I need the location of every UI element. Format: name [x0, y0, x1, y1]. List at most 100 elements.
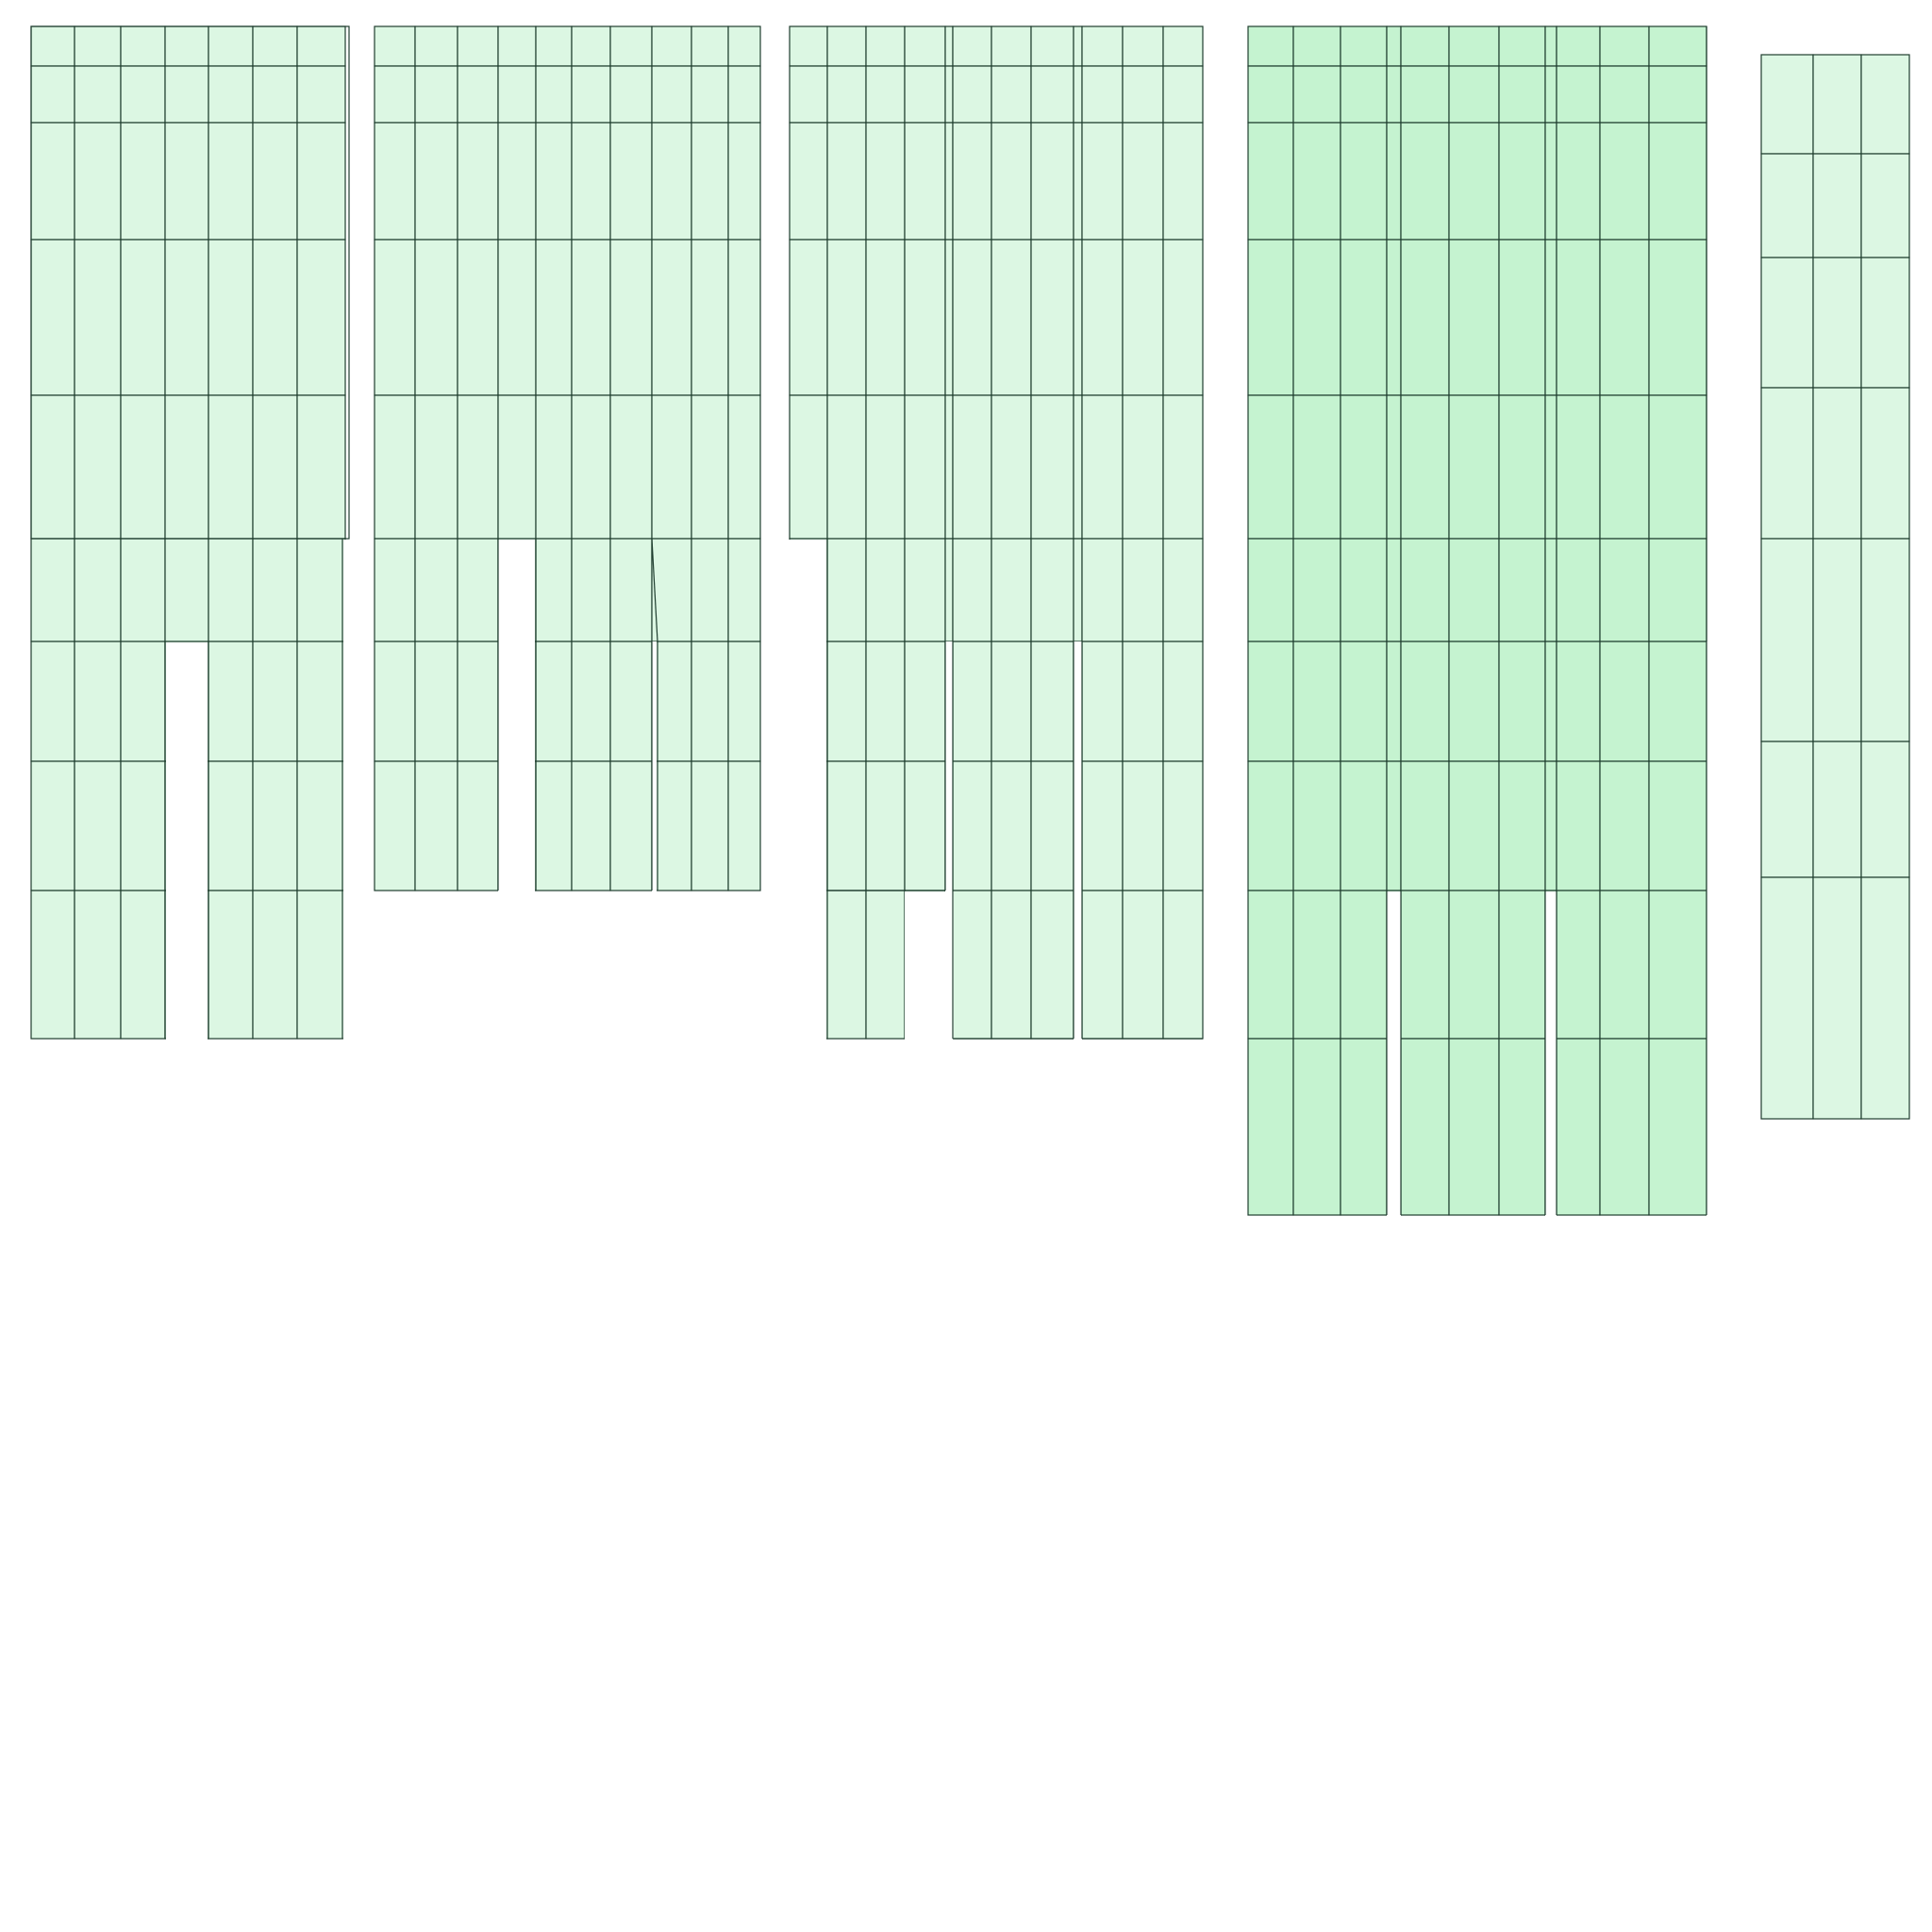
group-3-cell [905, 641, 945, 761]
group-5-cell [1813, 388, 1861, 539]
group-4-cell [1341, 395, 1387, 539]
group-1-cell [31, 66, 75, 123]
group-2-cell [728, 66, 760, 123]
group-1-cell [75, 66, 121, 123]
group-3-cell [827, 891, 866, 1039]
group-3-cell [953, 395, 991, 539]
group-4-cell [1499, 539, 1545, 641]
group-4-cell [1401, 240, 1449, 395]
group-2-cell [572, 395, 610, 539]
group-1-cell [297, 240, 345, 395]
group-3-gap-4 [945, 891, 953, 1042]
group-5-cell [1761, 258, 1813, 388]
group-4-cell [1545, 539, 1557, 641]
group-2-cell [652, 539, 691, 641]
group-2-cell [415, 761, 458, 891]
group-2-cell [458, 123, 498, 240]
group-2-cell [691, 539, 728, 641]
group-5-cell [1761, 741, 1813, 877]
group-3-cell [1123, 395, 1163, 539]
group-2-cell [375, 761, 415, 891]
group-4-cell [1499, 1039, 1545, 1215]
group-3-cell [945, 26, 953, 66]
group-4-cell [1293, 539, 1341, 641]
group-2-cell [610, 66, 652, 123]
group-3-cell [991, 539, 1031, 641]
group-4-cell [1649, 395, 1707, 539]
group-3-cell [1074, 123, 1082, 240]
group-3-cell [1123, 761, 1163, 891]
group-3-cell [1082, 26, 1123, 66]
group-3-cell [1163, 123, 1203, 240]
group-1-cell [253, 240, 297, 395]
group-4-cell [1545, 123, 1557, 240]
group-3-cell [1123, 539, 1163, 641]
group-3-cell [991, 761, 1031, 891]
group-5-cell [1761, 55, 1813, 154]
group-1-cell [121, 539, 165, 641]
group-3-cell [827, 761, 866, 891]
group-1-cell [297, 66, 345, 123]
group-3-cell [827, 66, 866, 123]
group-5-cell [1761, 388, 1813, 539]
group-3-cell [866, 761, 905, 891]
group-2-cell [498, 66, 536, 123]
group-3-cell [1082, 240, 1123, 395]
group-4-cell [1600, 123, 1649, 240]
group-2-cell [652, 26, 691, 66]
group-3-cell [866, 395, 905, 539]
group-5-cell [1861, 388, 1909, 539]
group-4-cell [1293, 395, 1341, 539]
group-4-cell [1248, 891, 1293, 1039]
group-4-cell [1649, 761, 1707, 891]
group-1-cell [297, 26, 345, 66]
group-3-cell [1082, 66, 1123, 123]
group-4-cell [1449, 891, 1499, 1039]
group-4-cell [1248, 66, 1293, 123]
group-4-cell [1401, 539, 1449, 641]
group-2-cell [536, 123, 572, 240]
group-5-cell [1861, 539, 1909, 741]
group-2-cell [536, 66, 572, 123]
group-1-cell [121, 26, 165, 66]
group-2-cell [652, 395, 691, 539]
group-5-cell [1861, 55, 1909, 154]
group-1-cell [75, 395, 121, 539]
group-2-cell [728, 539, 760, 641]
group-1-cell [75, 539, 121, 641]
group-3-cell [827, 26, 866, 66]
group-2-cell [610, 395, 652, 539]
group-2-cell [536, 641, 572, 761]
group-3-cell [953, 66, 991, 123]
group-3-cell [866, 123, 905, 240]
group-2-cell [498, 26, 536, 66]
group-2 [375, 26, 760, 891]
group-4-cell [1449, 66, 1499, 123]
group-4-cell [1649, 1039, 1707, 1215]
group-1-cell [121, 123, 165, 240]
group-4-cell [1341, 1039, 1387, 1215]
group-1-cell [208, 891, 253, 1039]
group-3-cell [1031, 761, 1074, 891]
group-4-cell [1248, 641, 1293, 761]
group-3-cell [1031, 240, 1074, 395]
group-3-cell [905, 240, 945, 395]
group-3-cell [991, 66, 1031, 123]
group-4-cell [1293, 123, 1341, 240]
group-4-cell [1557, 761, 1600, 891]
group-3-cell [1074, 539, 1082, 641]
group-3-cell [1163, 641, 1203, 761]
group-3-cell [1082, 891, 1123, 1039]
group-2-cell [728, 123, 760, 240]
group-2-cell [415, 395, 458, 539]
group-5-cell [1861, 154, 1909, 258]
group-2-cell [728, 641, 760, 761]
group-5-cell [1861, 741, 1909, 877]
group-1-cell [253, 761, 297, 891]
group-1-cell [75, 26, 121, 66]
group-4-cell [1387, 395, 1401, 539]
group-3-cell [953, 641, 991, 761]
group-4-cell [1387, 123, 1401, 240]
group-4-cell [1248, 539, 1293, 641]
